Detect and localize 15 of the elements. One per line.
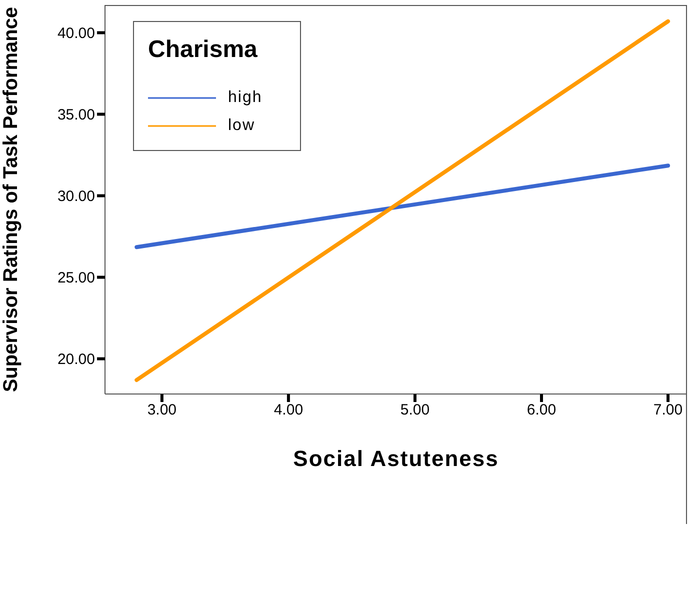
y-tick-label: 40.00 bbox=[57, 25, 95, 42]
legend-label: low bbox=[228, 117, 256, 135]
legend-label: high bbox=[228, 89, 262, 107]
y-axis-title: Supervisor Ratings of Task Performance bbox=[0, 6, 22, 392]
y-tick-label: 30.00 bbox=[57, 188, 95, 206]
y-tick-label: 35.00 bbox=[57, 106, 95, 124]
x-tick-label: 6.00 bbox=[526, 402, 556, 419]
y-tick-label: 20.00 bbox=[57, 351, 95, 368]
x-tick-label: 3.00 bbox=[147, 402, 177, 419]
x-tick-label: 7.00 bbox=[653, 402, 683, 419]
x-tick-label: 4.00 bbox=[274, 402, 304, 419]
x-tick-label: 5.00 bbox=[400, 402, 430, 419]
x-axis-title: Social Astuteness bbox=[293, 446, 499, 471]
y-tick-label: 25.00 bbox=[57, 270, 95, 287]
legend-title: Charisma bbox=[148, 36, 258, 64]
